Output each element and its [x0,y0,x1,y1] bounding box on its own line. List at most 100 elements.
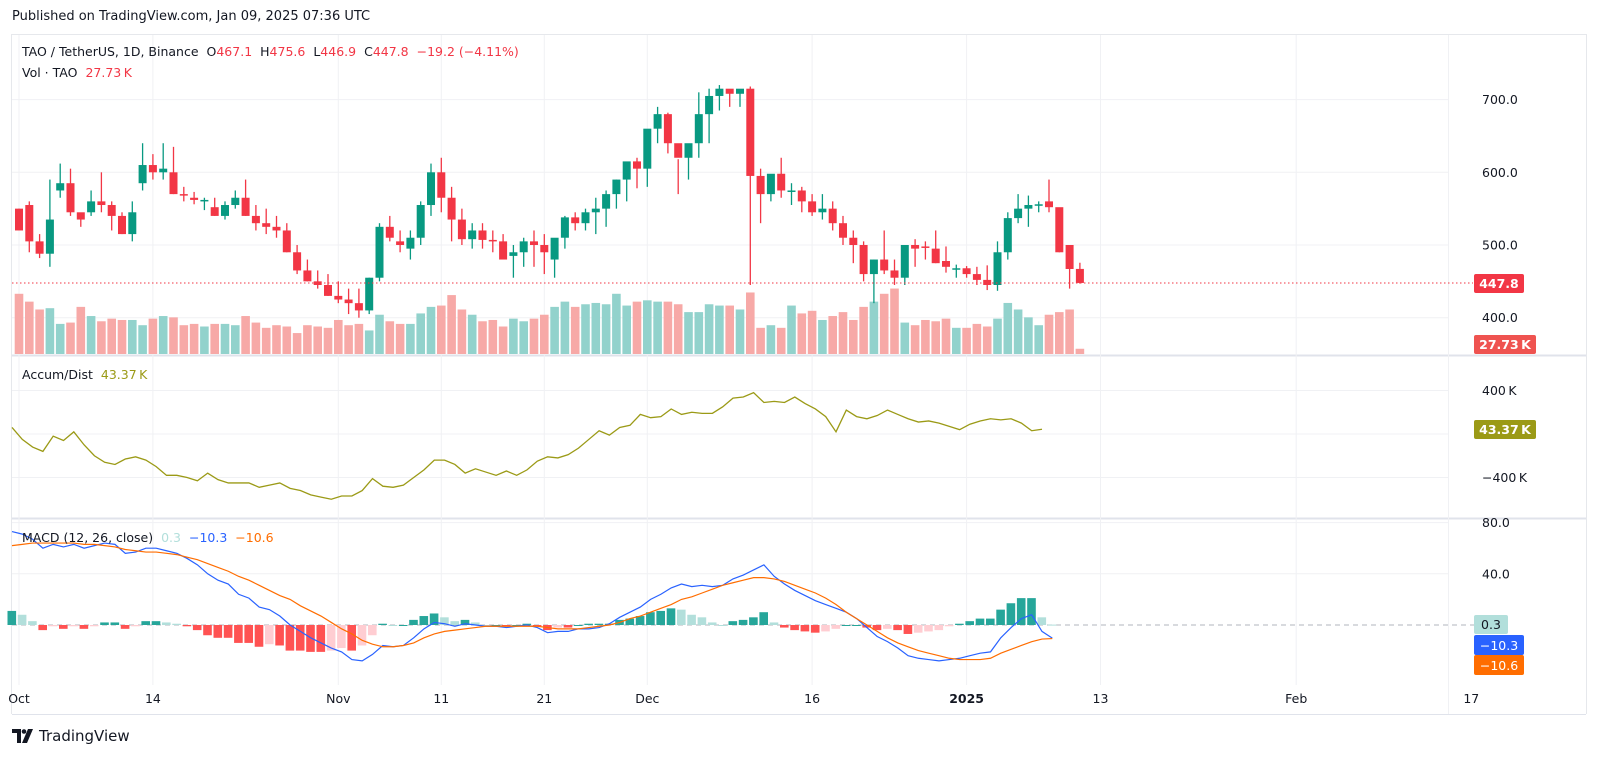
macd-histogram-bar [326,625,336,651]
tradingview-logo[interactable]: TradingView [12,727,130,745]
candle [952,264,961,278]
candle-body [746,88,755,176]
candle [684,143,693,180]
candle-body [385,226,394,238]
volume-bar [169,317,178,354]
candle [756,168,765,224]
candle [118,212,126,235]
candle-body [653,114,662,129]
macd-histogram-bar [275,625,284,646]
candle-body [530,241,538,245]
ad-legend: Accum/Dist 43.37 K [22,367,151,382]
volume-bar [1055,312,1064,354]
volume-bar [334,319,343,354]
ad-badge-label: 43.37 K [1479,422,1532,437]
volume-bar [25,301,34,354]
candle [705,88,714,144]
volume-bar [292,333,302,354]
candle-body [427,172,435,206]
candle [643,128,652,187]
candle-body [828,208,837,224]
volume-bar [406,323,415,354]
macd-histogram-bar [28,621,37,625]
macd-histogram-bar [265,625,274,645]
macd-histogram-bar [584,623,593,625]
signal-badge-label: −10.6 [1480,658,1518,673]
macd-histogram-bar [883,625,892,629]
candle-body [952,268,961,270]
volume-bar [746,292,755,354]
x-tick-label: 11 [433,691,449,706]
volume-bar [272,325,281,354]
ad-tick-label: 400 K [1482,383,1517,398]
candle [1055,207,1064,253]
candle [15,208,23,231]
macd-histogram-bar [780,625,789,628]
macd-histogram-bar [965,621,974,625]
volume-bar [478,321,487,354]
candle-body [169,172,178,195]
candle-body [736,88,744,94]
candle [591,197,600,235]
volume-bar [1065,309,1074,354]
volume-bar [76,306,86,354]
macd-histogram-bar [69,625,78,627]
candle-body [97,201,106,206]
volume-bar [344,325,353,354]
volume-bar [354,323,364,354]
close-label: C [364,44,373,59]
candle [169,146,178,195]
candle [736,88,744,107]
candle-body [499,241,508,260]
macd-histogram-bar [368,625,377,636]
candle [375,223,384,282]
volume-bar [807,310,817,354]
macd-histogram-bar [172,623,181,625]
macd-histogram-bar [810,625,820,633]
candle-body [334,295,343,300]
candle [35,234,44,259]
candle-body [488,239,497,242]
candle [808,194,817,216]
candle-body [1075,268,1084,283]
volume-bar [952,327,961,354]
candle [45,179,54,267]
macd-histogram-bar [553,625,562,628]
volume-bar [210,323,219,354]
macd-histogram-bar [697,617,707,625]
change-value: −19.2 (−4.11%) [416,44,519,59]
candle-body [1065,245,1074,269]
price-tick-label: 400.0 [1482,310,1518,325]
candle [303,259,312,282]
candle [715,85,724,111]
symbol-title[interactable]: TAO / TetherUS, 1D, Binance [22,44,199,59]
volume-bar [653,301,662,354]
price-tick-label: 600.0 [1482,165,1518,180]
signal-line [11,542,1053,661]
price-tick-label: 700.0 [1482,92,1518,107]
volume-bar [828,316,837,354]
candle-body [766,173,775,195]
macd-histogram-bar [821,625,830,632]
macd-histogram-bar [831,625,841,629]
volume-bar [45,308,55,354]
candle [962,266,971,278]
candle-body [1014,208,1023,219]
candle-body [869,259,878,275]
candle-body [591,208,600,213]
candle-body [66,183,75,213]
x-tick-label: 13 [1093,691,1109,706]
candle-body [179,194,188,196]
macd-histogram-bar [38,625,47,631]
x-tick-label: 14 [145,691,161,706]
candle [76,212,85,227]
macd-histogram-bar [450,621,459,625]
candle [1045,179,1053,213]
candle [983,265,992,291]
candle [210,197,219,216]
candle-body [849,237,858,245]
candle [890,259,899,285]
candle [488,230,497,253]
candle-body [25,205,34,242]
